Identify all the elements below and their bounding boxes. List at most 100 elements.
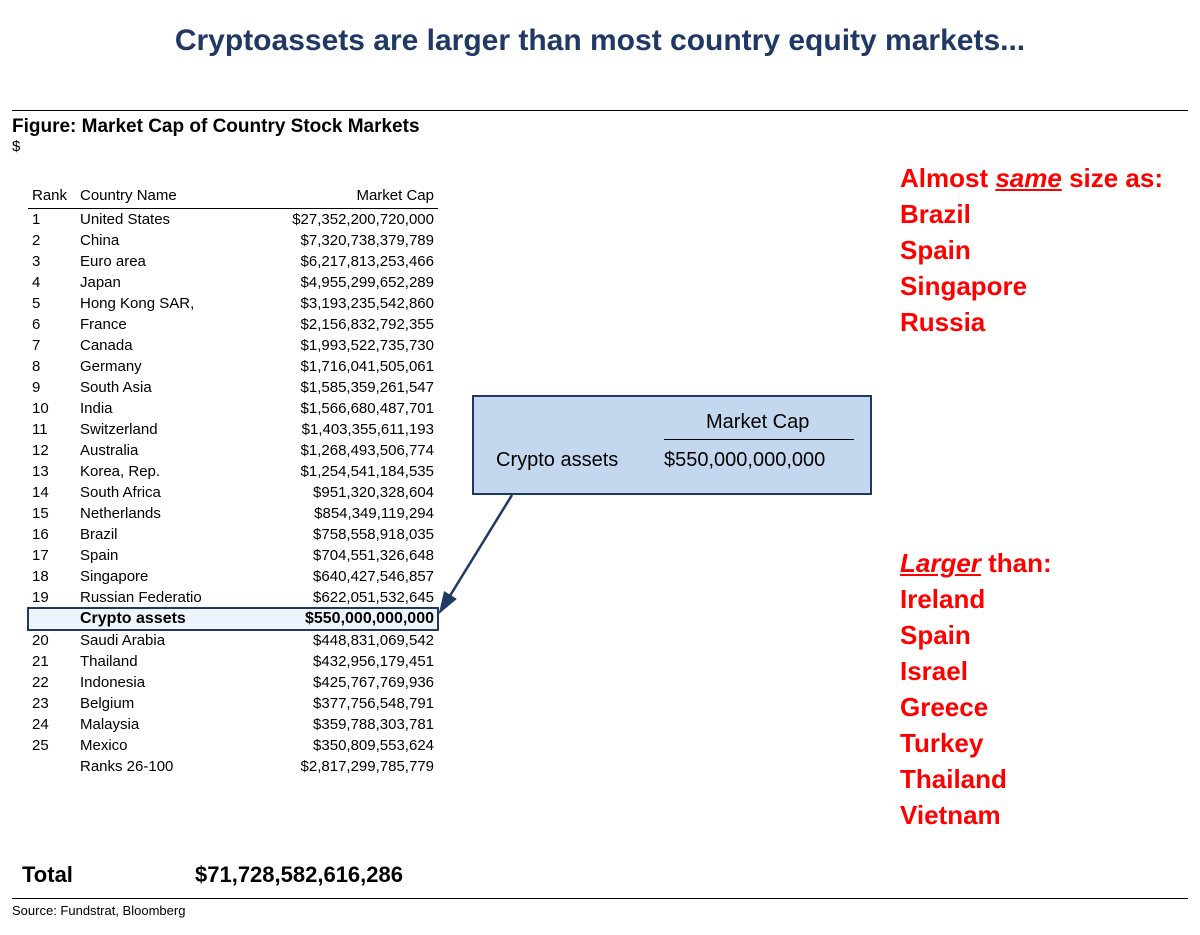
cell-name: Korea, Rep.: [76, 461, 254, 482]
cell-rank: 17: [28, 545, 76, 566]
annot-larger-post: than:: [981, 548, 1052, 578]
market-cap-table: Rank Country Name Market Cap 1United Sta…: [28, 185, 438, 777]
cell-rank: 7: [28, 335, 76, 356]
callout-underline: [664, 439, 854, 440]
annot-larger-item: Ireland: [900, 584, 985, 614]
cell-rank: 16: [28, 524, 76, 545]
table-row: 25Mexico$350,809,553,624: [28, 735, 438, 756]
cell-rank: 9: [28, 377, 76, 398]
cell-name: Brazil: [76, 524, 254, 545]
page-headline: Cryptoassets are larger than most countr…: [0, 24, 1200, 58]
cell-name: France: [76, 314, 254, 335]
cell-name: Euro area: [76, 251, 254, 272]
annot-larger-item: Spain: [900, 620, 971, 650]
cell-cap: $1,585,359,261,547: [254, 377, 438, 398]
cell-name: Russian Federatio: [76, 587, 254, 608]
annotation-larger-than: Larger than: Ireland Spain Israel Greece…: [900, 545, 1052, 833]
cell-cap: $350,809,553,624: [254, 735, 438, 756]
table-row: 7Canada$1,993,522,735,730: [28, 335, 438, 356]
cell-rank: 19: [28, 587, 76, 608]
annot-same-item: Brazil: [900, 199, 971, 229]
table-row: 10India$1,566,680,487,701: [28, 398, 438, 419]
cell-rank: 6: [28, 314, 76, 335]
cell-cap: $1,268,493,506,774: [254, 440, 438, 461]
callout-name: Crypto assets: [496, 449, 618, 472]
cell-rank: 2: [28, 230, 76, 251]
cell-rank: 5: [28, 293, 76, 314]
cell-rank: 11: [28, 419, 76, 440]
cell-rank: 15: [28, 503, 76, 524]
cell-cap: $3,193,235,542,860: [254, 293, 438, 314]
annot-larger-item: Greece: [900, 692, 988, 722]
cell-cap: $359,788,303,781: [254, 714, 438, 735]
cell-cap: $4,955,299,652,289: [254, 272, 438, 293]
table-row: 15Netherlands$854,349,119,294: [28, 503, 438, 524]
table-row: 19Russian Federatio$622,051,532,645: [28, 587, 438, 608]
cell-cap: $2,156,832,792,355: [254, 314, 438, 335]
cell-rank: 13: [28, 461, 76, 482]
cell-cap: $1,403,355,611,193: [254, 419, 438, 440]
cell-cap: $377,756,548,791: [254, 693, 438, 714]
cell-name: Canada: [76, 335, 254, 356]
cell-cap: $448,831,069,542: [254, 630, 438, 651]
table-row: 11Switzerland$1,403,355,611,193: [28, 419, 438, 440]
cell-name: Spain: [76, 545, 254, 566]
crypto-callout-box: Market Cap Crypto assets $550,000,000,00…: [472, 395, 872, 495]
cell-cap: $432,956,179,451: [254, 651, 438, 672]
cell-cap: $7,320,738,379,789: [254, 230, 438, 251]
table-row: 14South Africa$951,320,328,604: [28, 482, 438, 503]
cell-name: Japan: [76, 272, 254, 293]
cell-name: India: [76, 398, 254, 419]
table-row: 20Saudi Arabia$448,831,069,542: [28, 630, 438, 651]
cell-name: China: [76, 230, 254, 251]
cell-cap: $2,817,299,785,779: [254, 756, 438, 777]
annot-larger-item: Israel: [900, 656, 968, 686]
cell-rank: [28, 608, 76, 630]
table-row: 1United States$27,352,200,720,000: [28, 209, 438, 231]
cell-rank: 4: [28, 272, 76, 293]
annot-larger-em: Larger: [900, 548, 981, 578]
table-row: 18Singapore$640,427,546,857: [28, 566, 438, 587]
cell-name: Malaysia: [76, 714, 254, 735]
cell-rank: 22: [28, 672, 76, 693]
cell-cap: $425,767,769,936: [254, 672, 438, 693]
table-row: 17Spain$704,551,326,648: [28, 545, 438, 566]
cell-name: South Africa: [76, 482, 254, 503]
table-row: 2China$7,320,738,379,789: [28, 230, 438, 251]
total-label: Total: [22, 862, 73, 888]
cell-name: Mexico: [76, 735, 254, 756]
cell-rank: 8: [28, 356, 76, 377]
figure-subtitle: $: [12, 138, 20, 155]
cell-name: Hong Kong SAR,: [76, 293, 254, 314]
cell-name: Netherlands: [76, 503, 254, 524]
cell-name: Ranks 26-100: [76, 756, 254, 777]
total-value: $71,728,582,616,286: [195, 862, 403, 888]
table-row: 3Euro area$6,217,813,253,466: [28, 251, 438, 272]
annot-larger-item: Turkey: [900, 728, 983, 758]
cell-rank: 1: [28, 209, 76, 231]
cell-rank: 3: [28, 251, 76, 272]
cell-name: South Asia: [76, 377, 254, 398]
cell-name: Singapore: [76, 566, 254, 587]
col-name: Country Name: [76, 185, 254, 209]
cell-cap: $758,558,918,035: [254, 524, 438, 545]
cell-cap: $1,254,541,184,535: [254, 461, 438, 482]
cell-rank: 14: [28, 482, 76, 503]
cell-rank: 25: [28, 735, 76, 756]
table-row: 8Germany$1,716,041,505,061: [28, 356, 438, 377]
annot-same-em: same: [995, 163, 1062, 193]
cell-rank: 10: [28, 398, 76, 419]
cell-cap: $550,000,000,000: [254, 608, 438, 630]
cell-cap: $622,051,532,645: [254, 587, 438, 608]
annot-same-item: Spain: [900, 235, 971, 265]
cell-rank: 20: [28, 630, 76, 651]
cell-cap: $951,320,328,604: [254, 482, 438, 503]
cell-cap: $6,217,813,253,466: [254, 251, 438, 272]
figure-title: Figure: Market Cap of Country Stock Mark…: [12, 116, 420, 138]
cell-rank: 12: [28, 440, 76, 461]
table-row: 13Korea, Rep.$1,254,541,184,535: [28, 461, 438, 482]
table-row: 6France$2,156,832,792,355: [28, 314, 438, 335]
callout-cap-label: Market Cap: [706, 411, 809, 434]
cell-cap: $704,551,326,648: [254, 545, 438, 566]
cell-rank: [28, 756, 76, 777]
